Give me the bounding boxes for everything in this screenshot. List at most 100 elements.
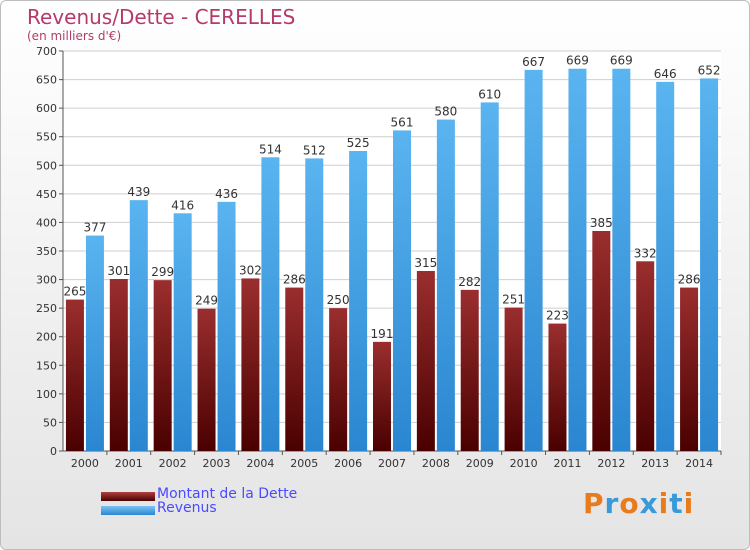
revenue-bar: [480, 102, 499, 451]
logo-letter: r: [604, 487, 620, 520]
legend-label-debt: Montant de la Dette: [157, 486, 298, 502]
revenue-value-label: 669: [610, 54, 633, 68]
x-tick-label: 2012: [597, 457, 625, 470]
debt-bar: [548, 323, 567, 451]
chart-subtitle: (en milliers d'€): [27, 29, 122, 43]
legend-label-revenue: Revenus: [157, 500, 217, 516]
x-tick-label: 2002: [159, 457, 187, 470]
revenue-bar: [217, 201, 236, 451]
revenue-value-label: 525: [347, 136, 370, 150]
revenue-value-label: 652: [698, 63, 721, 77]
y-tick-label: 200: [36, 331, 57, 344]
chart-title: Revenus/Dette - CERELLES: [27, 5, 296, 29]
debt-value-label: 249: [195, 294, 218, 308]
x-tick-label: 2000: [71, 457, 99, 470]
y-tick-label: 450: [36, 188, 57, 201]
y-tick-label: 550: [36, 131, 57, 144]
y-tick-label: 700: [36, 45, 57, 58]
revenue-bar: [349, 151, 368, 451]
debt-value-label: 315: [414, 256, 437, 270]
revenue-value-label: 669: [566, 54, 589, 68]
revenue-value-label: 514: [259, 142, 282, 156]
revenue-bar: [129, 200, 148, 451]
revenue-value-label: 436: [215, 187, 238, 201]
x-tick-label: 2013: [641, 457, 669, 470]
debt-bar: [416, 271, 435, 451]
debt-bar: [504, 307, 523, 451]
revenue-value-label: 646: [654, 67, 677, 81]
logo-letter: i: [658, 487, 670, 520]
logo-letter: o: [619, 487, 640, 520]
y-tick-label: 600: [36, 102, 57, 115]
proxiti-logo: Proxiti: [583, 487, 694, 520]
x-tick-label: 2003: [203, 457, 231, 470]
logo-letter: P: [583, 487, 605, 520]
y-tick-label: 300: [36, 274, 57, 287]
debt-value-label: 286: [678, 273, 701, 287]
x-tick-label: 2008: [422, 457, 450, 470]
debt-value-label: 301: [107, 264, 130, 278]
revenue-bar: [612, 68, 631, 451]
debt-value-label: 250: [327, 293, 350, 307]
y-tick-label: 100: [36, 388, 57, 401]
debt-value-label: 385: [590, 216, 613, 230]
y-tick-label: 150: [36, 359, 57, 372]
x-tick-label: 2014: [685, 457, 713, 470]
x-tick-label: 2006: [334, 457, 362, 470]
logo-letter: i: [683, 487, 695, 520]
logo-letter: x: [639, 487, 659, 520]
debt-value-label: 223: [546, 309, 569, 323]
debt-bar: [153, 280, 172, 451]
y-tick-label: 400: [36, 216, 57, 229]
debt-bar: [197, 308, 216, 451]
debt-value-label: 282: [458, 275, 481, 289]
x-tick-label: 2010: [510, 457, 538, 470]
x-tick-label: 2004: [246, 457, 274, 470]
debt-bar: [109, 279, 128, 451]
debt-bar: [680, 287, 699, 451]
revenue-bar: [524, 69, 543, 451]
debt-value-label: 191: [371, 327, 394, 341]
revenue-bar: [700, 78, 719, 451]
revenue-bar: [173, 213, 192, 451]
revenue-bar: [305, 158, 324, 451]
logo-letter: t: [669, 487, 684, 520]
debt-value-label: 299: [151, 265, 174, 279]
debt-value-label: 265: [63, 285, 86, 299]
legend-swatch-debt: [101, 492, 155, 501]
revenue-value-label: 667: [522, 55, 545, 69]
y-tick-label: 650: [36, 74, 57, 87]
x-tick-label: 2005: [290, 457, 318, 470]
x-tick-label: 2001: [115, 457, 143, 470]
x-tick-label: 2009: [466, 457, 494, 470]
legend-swatch-revenue: [101, 506, 155, 515]
debt-bar: [460, 289, 479, 451]
revenue-value-label: 610: [478, 87, 501, 101]
debt-bar: [329, 308, 348, 451]
debt-bar: [636, 261, 655, 451]
revenue-bar: [261, 157, 280, 452]
revenue-bar: [436, 119, 455, 452]
revenue-value-label: 512: [303, 143, 326, 157]
debt-bar: [373, 341, 391, 451]
revenue-bar: [85, 235, 104, 451]
revenue-value-label: 580: [434, 105, 457, 119]
debt-value-label: 332: [634, 246, 657, 260]
y-tick-label: 500: [36, 159, 57, 172]
x-tick-label: 2007: [378, 457, 406, 470]
revenue-bar: [393, 130, 411, 451]
debt-bar: [65, 299, 84, 451]
revenue-value-label: 416: [171, 198, 194, 212]
debt-value-label: 251: [502, 293, 525, 307]
revenue-bar: [568, 68, 587, 451]
y-tick-label: 250: [36, 302, 57, 315]
debt-value-label: 302: [239, 263, 262, 277]
debt-bar: [592, 231, 611, 451]
debt-value-label: 286: [283, 273, 306, 287]
revenue-bar: [656, 81, 675, 451]
debt-bar: [285, 287, 304, 451]
revenue-value-label: 439: [127, 185, 150, 199]
x-tick-label: 2011: [553, 457, 581, 470]
